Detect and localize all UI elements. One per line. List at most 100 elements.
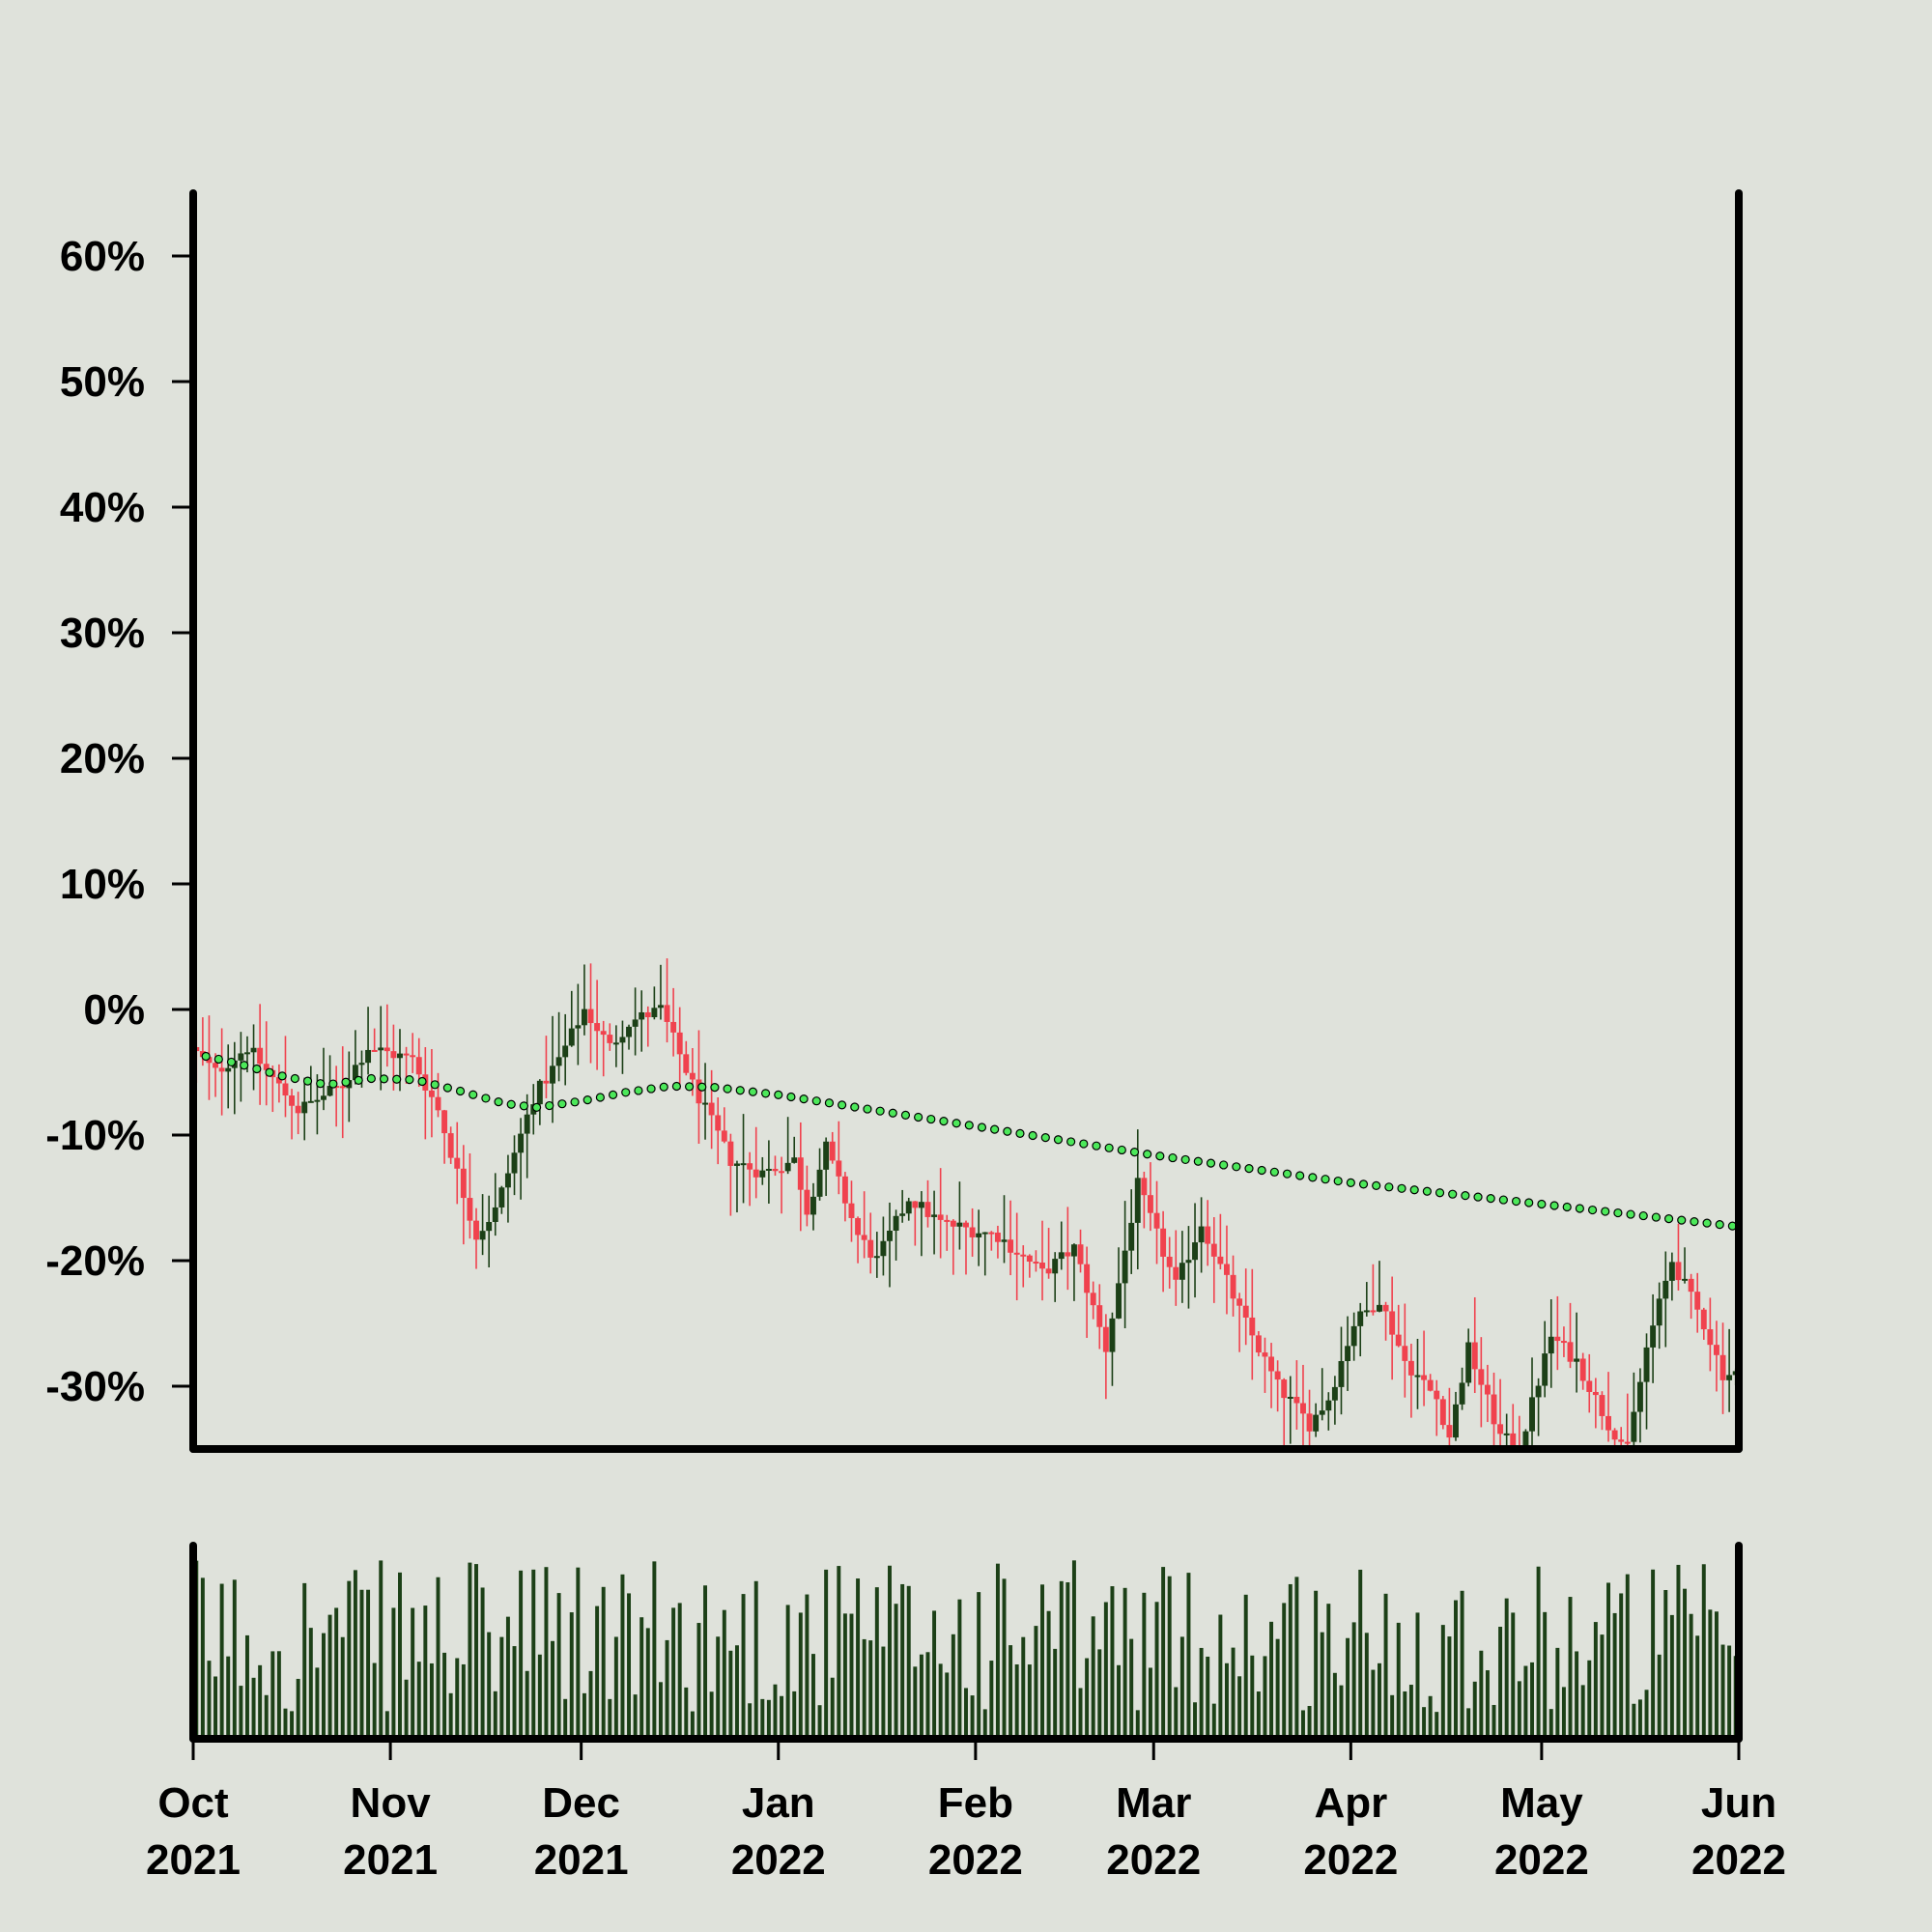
candle-body <box>1166 1256 1173 1267</box>
candle-body <box>1026 1255 1033 1263</box>
volume-bar <box>798 1612 803 1739</box>
volume-bar <box>627 1593 632 1739</box>
volume-bar <box>748 1703 753 1739</box>
volume-bar <box>995 1563 1000 1739</box>
candle-body <box>1090 1293 1096 1306</box>
volume-bar <box>792 1690 797 1739</box>
volume-bar <box>913 1666 918 1739</box>
volume-bar <box>601 1586 606 1739</box>
volume-bar <box>696 1623 701 1739</box>
candle-body <box>1636 1381 1643 1412</box>
candle-body <box>1414 1375 1421 1378</box>
volume-bar <box>1364 1633 1369 1739</box>
candle-body <box>1713 1345 1719 1355</box>
volume-bar <box>645 1628 650 1739</box>
volume-bar <box>734 1645 739 1739</box>
volume-bar <box>1288 1583 1293 1739</box>
candle-body <box>1459 1382 1465 1405</box>
volume-bar <box>1193 1702 1198 1739</box>
candle-body <box>1694 1292 1701 1310</box>
volume-bar <box>1211 1703 1216 1739</box>
candle-body <box>1688 1278 1694 1293</box>
volume-bar <box>1637 1699 1642 1739</box>
x-tick-month: Feb <box>938 1779 1013 1827</box>
candle-body <box>410 1055 416 1058</box>
candle-body <box>321 1095 327 1100</box>
candle-body <box>1249 1317 1256 1336</box>
candle-body <box>1656 1298 1662 1326</box>
moving-average-point <box>1613 1208 1623 1218</box>
candle-body <box>1033 1262 1039 1264</box>
candle-body <box>390 1051 397 1059</box>
candle-body <box>912 1201 919 1208</box>
volume-bar <box>1587 1660 1592 1739</box>
moving-average-point <box>926 1114 936 1124</box>
candle-body <box>504 1173 511 1188</box>
volume-bar <box>919 1654 923 1739</box>
candle-body <box>479 1231 486 1240</box>
candle-body <box>651 1008 658 1018</box>
moving-average-point <box>1461 1191 1470 1201</box>
volume-bar <box>957 1599 962 1739</box>
moving-average-point <box>570 1097 580 1107</box>
moving-average-point <box>1511 1196 1521 1207</box>
volume-bar <box>1034 1626 1038 1739</box>
moving-average-point <box>850 1102 860 1112</box>
volume-bar <box>1122 1587 1127 1739</box>
moving-average-point <box>735 1086 745 1095</box>
y-tick-label: 20% <box>60 735 145 782</box>
volume-bar <box>1275 1638 1280 1739</box>
moving-average-point <box>1232 1162 1241 1172</box>
volume-bar <box>716 1636 721 1739</box>
x-tick-month: Jan <box>742 1779 815 1827</box>
moving-average-point <box>595 1093 605 1102</box>
volume-bar <box>811 1654 815 1739</box>
volume-bar <box>258 1664 263 1739</box>
candle-body <box>855 1217 862 1236</box>
volume-bar <box>1422 1707 1427 1739</box>
candle-body <box>1198 1226 1205 1243</box>
volume-bar <box>461 1663 466 1739</box>
moving-average-point <box>469 1090 478 1099</box>
candle-body <box>263 1064 270 1070</box>
moving-average-point <box>213 1054 223 1065</box>
moving-average-point <box>1358 1179 1369 1189</box>
candle-body <box>607 1035 613 1043</box>
candle-body <box>836 1160 842 1177</box>
candle-body <box>1662 1280 1669 1299</box>
volume-bar <box>1600 1634 1605 1739</box>
volume-bar <box>684 1687 689 1739</box>
candle-body <box>956 1222 963 1227</box>
candle-body <box>988 1232 995 1235</box>
candle-body <box>371 1049 378 1052</box>
volume-bar <box>213 1676 218 1739</box>
moving-average-point <box>430 1080 440 1090</box>
moving-average-point <box>1155 1151 1165 1161</box>
moving-average-point <box>684 1082 695 1092</box>
moving-average-point <box>824 1098 835 1108</box>
candle-body <box>753 1169 759 1178</box>
candle-body <box>454 1157 461 1169</box>
candle-body <box>861 1235 867 1240</box>
volume-bar <box>1053 1648 1058 1739</box>
candle-body <box>1427 1379 1434 1391</box>
y-tick-label: 30% <box>60 610 145 657</box>
volume-bar <box>753 1580 758 1739</box>
moving-average-point <box>939 1117 949 1126</box>
candle-body <box>524 1114 530 1134</box>
moving-average-point <box>1549 1201 1559 1210</box>
candle-body <box>1522 1431 1529 1449</box>
volume-bar <box>505 1616 510 1739</box>
moving-average-point <box>888 1108 897 1118</box>
volume-bar <box>1231 1647 1236 1739</box>
candle-body <box>295 1105 301 1114</box>
volume-bar <box>512 1646 517 1739</box>
moving-average-point <box>545 1100 554 1111</box>
candle-body <box>1338 1360 1345 1387</box>
volume-bar <box>1167 1576 1172 1739</box>
volume-bar <box>1135 1710 1140 1739</box>
candle-body <box>1574 1358 1580 1362</box>
candle-body <box>1274 1371 1281 1380</box>
volume-bar <box>1575 1651 1579 1739</box>
